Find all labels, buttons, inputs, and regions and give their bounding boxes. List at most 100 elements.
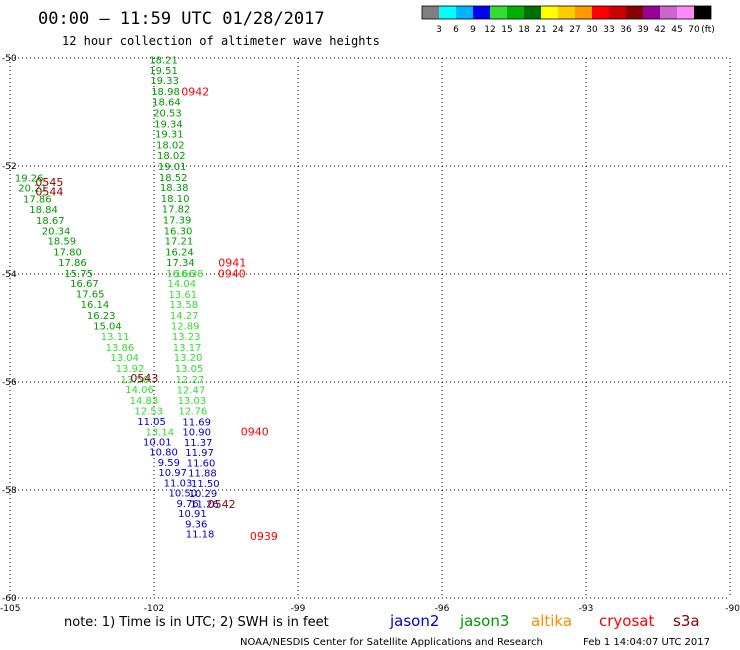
swh-value-label: 17.80 (53, 247, 82, 258)
swh-value-label: 13.23 (172, 332, 201, 343)
swh-value-label: 18.64 (152, 98, 181, 109)
chart-title: 00:00 — 11:59 UTC 01/28/2017 (38, 9, 325, 29)
swh-value-label: 13.04 (110, 353, 139, 364)
swh-value-label: 10.80 (149, 448, 178, 459)
scale-swatch (439, 6, 456, 19)
swh-value-label: 9.36 (185, 519, 207, 530)
swh-value-label: 13.20 (174, 353, 203, 364)
satellite-legend-altika: altika (531, 612, 572, 630)
scale-label: 45 (671, 25, 682, 35)
satellite-legend-jason2: jason2 (389, 612, 439, 630)
swh-value-label: 14.04 (168, 279, 197, 290)
swh-value-label: 19.26 (15, 173, 44, 184)
scale-swatch (694, 6, 711, 19)
swh-value-label: 17.34 (166, 258, 195, 269)
swh-value-label: 11.97 (185, 448, 214, 459)
swh-value-label: 10.90 (182, 428, 211, 439)
y-tick-label: -50 (2, 54, 17, 64)
swh-value-label: 10.01 (143, 437, 172, 448)
x-tick-label: -93 (579, 604, 594, 614)
swh-value-label: 12.89 (171, 321, 200, 332)
credit-text: NOAA/NESDIS Center for Satellite Applica… (240, 637, 543, 648)
swh-value-label: 16.23 (87, 311, 116, 322)
scale-label: 12 (484, 25, 495, 35)
scale-label: 21 (535, 25, 546, 35)
pass-time-label: 0543 (130, 372, 158, 385)
swh-value-label: 18.02 (156, 140, 185, 151)
scale-swatch (626, 6, 643, 19)
y-tick-label: -52 (2, 162, 17, 172)
swh-value-label: 16.14 (81, 300, 110, 311)
series-jason3: 18.2119.5119.3318.9818.6420.5319.3419.31… (15, 56, 195, 333)
scale-swatch (422, 6, 439, 19)
scale-label: 6 (453, 25, 459, 35)
scale-label: 33 (603, 25, 614, 35)
chart-subtitle: 12 hour collection of altimeter wave hei… (62, 34, 380, 48)
x-tick-label: -99 (291, 604, 306, 614)
swh-value-label: 18.59 (48, 237, 77, 248)
scale-label: 30 (586, 25, 598, 35)
swh-value-label: 12.76 (179, 407, 208, 418)
scale-swatch (609, 6, 626, 19)
scale-swatch (575, 6, 592, 19)
swh-value-label: 12.47 (177, 386, 206, 397)
swh-value-label: 11.18 (186, 530, 215, 541)
swh-value-label: 11.37 (184, 438, 213, 449)
scale-label: 70 (688, 25, 700, 35)
swh-value-label: 19.33 (150, 76, 179, 87)
swh-value-label: 11.03 (164, 478, 193, 489)
scale-label: 42 (654, 25, 665, 35)
swh-value-label: 15.75 (64, 269, 93, 280)
swh-value-label: 16.66 (166, 269, 195, 280)
y-tick-label: -56 (2, 378, 17, 388)
scale-frame (421, 5, 712, 20)
pass-time-label: 0544 (35, 185, 63, 198)
swh-value-label: 11.05 (137, 417, 166, 428)
swh-value-label: 13.14 (145, 428, 174, 439)
footnote: note: 1) Time is in UTC; 2) SWH is in fe… (64, 615, 329, 630)
swh-value-label: 19.01 (158, 162, 187, 173)
swh-value-label: 20.21 (18, 184, 47, 195)
scale-swatch (456, 6, 473, 19)
swh-value-label: 11.60 (187, 458, 216, 469)
swh-value-label: 10.29 (189, 489, 218, 500)
swh-value-label: 20.53 (153, 109, 182, 120)
swh-value-label: 13.05 (175, 364, 204, 375)
swh-value-label: 18.84 (29, 205, 58, 216)
satellite-legend: jason2 jason3 altika cryosat s3a (389, 612, 700, 630)
x-tick-label: -105 (0, 604, 20, 614)
swh-value-label: 18.98 (151, 87, 180, 98)
swh-value-label: 9.76 (176, 499, 198, 510)
swh-value-label: 13.61 (168, 290, 197, 301)
timestamp-text: Feb 1 14:04:07 UTC 2017 (583, 637, 710, 648)
pass-time-label: 0940 (218, 267, 246, 280)
color-scale-legend: 3 6 9 12 15 18 21 24 27 30 33 36 39 42 45 70 (ft) (421, 5, 715, 35)
swh-value-label: 16.24 (165, 247, 194, 258)
scale-label: 9 (470, 25, 476, 35)
scale-label: 24 (552, 25, 564, 35)
scale-label: 3 (436, 25, 442, 35)
scale-swatch (592, 6, 609, 19)
swh-value-label: 20.34 (42, 226, 71, 237)
series-jason2: 11.0510.0110.809.5910.9711.0310.509.7610… (137, 417, 219, 541)
swh-value-label: 12.27 (176, 375, 205, 386)
scale-swatch (541, 6, 558, 19)
satellite-legend-s3a: s3a (673, 612, 700, 630)
swh-value-label: 13.03 (178, 396, 207, 407)
scale-swatch (677, 6, 694, 19)
swh-value-label: 12.53 (134, 407, 163, 418)
pass-time-label: 0941 (218, 257, 246, 270)
scale-label: 15 (501, 25, 512, 35)
swh-value-label: 9.59 (158, 458, 180, 469)
pass-time-label: 0542 (208, 498, 236, 511)
scale-swatch (558, 6, 575, 19)
swh-value-label: 13.86 (106, 343, 135, 354)
swh-value-label: 17.86 (23, 194, 52, 205)
scale-label: 36 (620, 25, 632, 35)
scale-swatch (490, 6, 507, 19)
scale-label: 27 (569, 25, 580, 35)
plot-grid (9, 57, 731, 599)
x-tick-label: -102 (144, 604, 164, 614)
pass-time-label: 0545 (35, 176, 63, 189)
